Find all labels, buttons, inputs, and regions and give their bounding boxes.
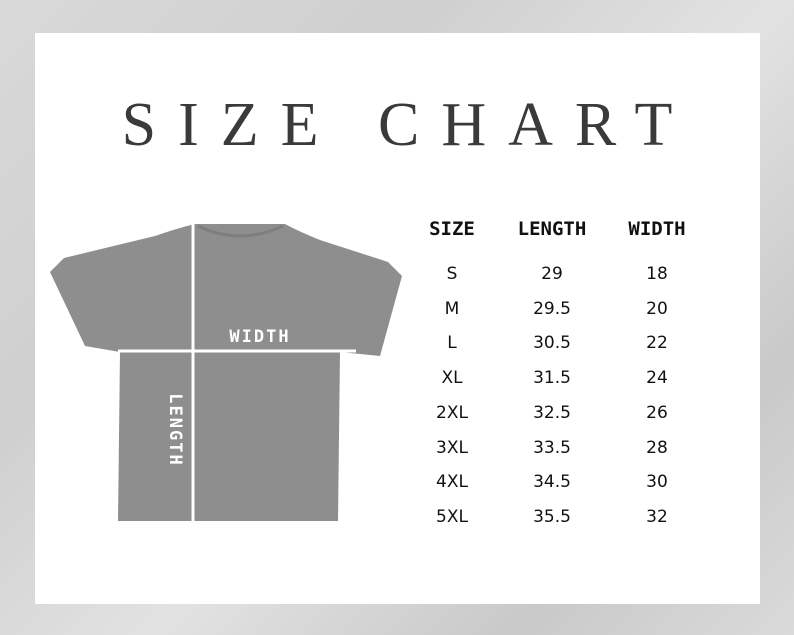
cell-size: 2XL [436, 402, 468, 423]
cell-length: 33.5 [533, 437, 571, 458]
cell-width: 22 [646, 333, 668, 354]
cell-length: 34.5 [533, 472, 571, 493]
page-title: SIZE CHART [121, 91, 695, 159]
cell-size: 3XL [436, 437, 468, 458]
header-width: WIDTH [628, 218, 686, 240]
cell-size: 5XL [436, 506, 468, 527]
length-label: LENGTH [165, 393, 185, 466]
cell-size: L [447, 333, 457, 354]
cell-width: 26 [646, 402, 668, 423]
cell-length: 31.5 [533, 368, 571, 389]
header-size: SIZE [429, 218, 475, 240]
cell-width: 32 [646, 506, 668, 527]
cell-size: 4XL [436, 472, 468, 493]
cell-length: 30.5 [533, 333, 571, 354]
cell-size: M [444, 298, 460, 319]
header-length: LENGTH [517, 218, 587, 240]
cell-width: 18 [646, 264, 668, 284]
cell-width: 28 [646, 437, 668, 458]
cell-size: S [446, 264, 458, 284]
width-label: WIDTH [229, 327, 290, 347]
cell-length: 35.5 [533, 506, 571, 527]
cell-length: 29 [541, 264, 563, 284]
cell-length: 29.5 [533, 298, 571, 319]
cell-length: 32.5 [533, 402, 571, 423]
cell-width: 20 [646, 298, 668, 319]
cell-size: XL [441, 368, 463, 389]
collar [197, 224, 284, 238]
cell-width: 24 [646, 368, 668, 389]
tshirt-shape [50, 224, 402, 521]
cell-width: 30 [646, 472, 668, 493]
